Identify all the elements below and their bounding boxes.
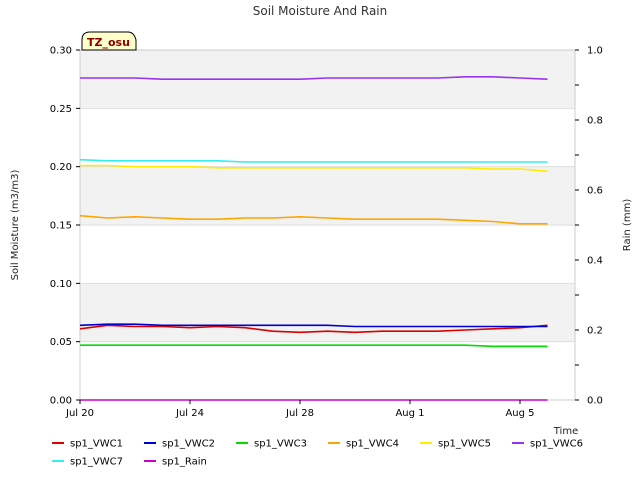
y-tick-label: 0.25 — [50, 104, 72, 115]
series-line-sp1-vwc5 — [80, 164, 548, 173]
y2-tick-label: 0.0 — [587, 396, 603, 407]
y2-tick-label: 0.6 — [587, 186, 603, 197]
background-band — [80, 283, 575, 342]
legend-item: sp1_VWC5 — [420, 439, 491, 450]
y2-tick-label: 1.0 — [587, 46, 603, 57]
y2-axis-title: Rain (mm) — [622, 199, 633, 252]
series-line-sp1-vwc3 — [80, 344, 548, 348]
left-axis: 0.00 0.05 0.10 0.15 0.20 0.25 0.30 — [50, 46, 80, 407]
legend-label: sp1_VWC1 — [70, 439, 123, 450]
y2-tick-label: 0.2 — [587, 326, 603, 337]
right-axis: 0.0 0.2 0.4 0.6 0.8 1.0 — [575, 46, 603, 407]
y-tick-label: 0.30 — [50, 46, 72, 57]
y2-tick-label: 0.8 — [587, 116, 603, 127]
badge-label: TZ_osu — [87, 36, 130, 49]
y-tick-label: 0.10 — [50, 279, 72, 290]
x-axis: Jul 20 Jul 24 Jul 28 Aug 1 Aug 5 — [65, 400, 535, 419]
legend-label: sp1_VWC4 — [346, 439, 399, 450]
legend-label: sp1_VWC5 — [438, 439, 491, 450]
y-tick-label: 0.15 — [50, 221, 72, 232]
series-line-sp1-vwc4 — [79, 214, 548, 225]
x-tick-label: Jul 24 — [175, 408, 204, 419]
series-line-sp1-vwc7 — [79, 158, 548, 163]
legend-item: sp1_Rain — [144, 457, 207, 468]
series-line-sp1-vwc2 — [79, 323, 548, 328]
x-tick-label: Aug 1 — [395, 408, 424, 419]
legend-label: sp1_VWC3 — [254, 439, 307, 450]
x-tick-label: Jul 28 — [285, 408, 314, 419]
series-line-sp1-vwc6 — [80, 76, 548, 80]
y-tick-label: 0.20 — [50, 162, 72, 173]
legend-label: sp1_VWC6 — [530, 439, 583, 450]
y-tick-label: 0.00 — [50, 396, 72, 407]
y-axis-title: Soil Moisture (m3/m3) — [10, 170, 21, 281]
legend-label: sp1_Rain — [162, 457, 207, 468]
x-axis-title: Time — [553, 426, 578, 437]
legend-item: sp1_VWC3 — [236, 439, 307, 450]
x-tick-label: Aug 5 — [505, 408, 534, 419]
y-tick-label: 0.05 — [50, 337, 72, 348]
y2-tick-label: 0.4 — [587, 256, 603, 267]
legend-item: sp1_VWC6 — [512, 439, 583, 450]
site-badge: TZ_osu — [81, 31, 137, 51]
background-bands — [80, 50, 575, 342]
series-line-sp1-vwc1 — [79, 324, 548, 334]
badge-box — [81, 31, 137, 51]
legend: sp1_VWC1 sp1_VWC2 sp1_VWC3 sp1_VWC4 sp1_VWC5… — [52, 439, 583, 468]
x-tick-label: Jul 20 — [65, 408, 94, 419]
legend-item: sp1_VWC7 — [52, 457, 123, 468]
series-layer — [79, 76, 548, 401]
legend-item: sp1_VWC4 — [328, 439, 399, 450]
chart-title: Soil Moisture And Rain — [253, 4, 388, 18]
legend-label: sp1_VWC7 — [70, 457, 123, 468]
legend-item: sp1_VWC2 — [144, 439, 215, 450]
background-band — [80, 166, 575, 225]
legend-item: sp1_VWC1 — [52, 439, 123, 450]
legend-label: sp1_VWC2 — [162, 439, 215, 450]
